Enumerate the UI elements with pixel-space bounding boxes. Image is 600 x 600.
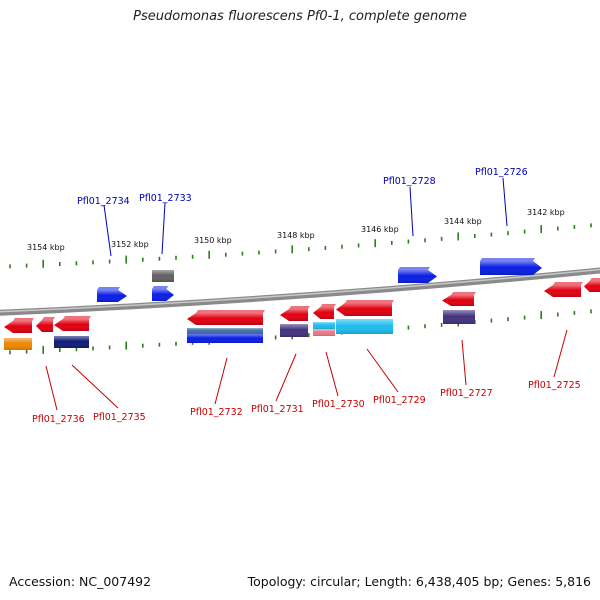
gene-label-forward: Pfl01_2734: [77, 196, 130, 207]
genome-summary-text: Topology: circular; Length: 6,438,405 bp…: [247, 574, 591, 589]
gene-pfl01-2728: [398, 267, 437, 283]
gene-pfl01-2730: [313, 329, 335, 336]
callout-line-forward: [103, 204, 112, 257]
callout-line-reverse: [553, 329, 568, 378]
gene-red-2727: [442, 292, 476, 306]
gene-red-2729: [336, 300, 394, 316]
gene-pfl01-2734: [97, 287, 127, 302]
callout-line-reverse: [461, 339, 467, 386]
gene-pfl01-2736: [4, 338, 32, 350]
scale-label: 3144 kbp: [444, 217, 482, 226]
gene-label-reverse: Pfl01_2730: [312, 399, 365, 410]
gene-label-reverse: Pfl01_2732: [190, 407, 243, 418]
gene-cyan-small: [313, 322, 335, 329]
callout-line-forward: [409, 186, 414, 237]
callout-line-reverse: [214, 357, 228, 405]
scale-label: 3148 kbp: [277, 231, 315, 240]
callout-line-reverse: [45, 365, 58, 411]
gene-pfl01-2733: [152, 286, 174, 301]
gene-red-left-1: [4, 318, 34, 333]
callout-line-reverse: [71, 364, 119, 409]
gene-label-reverse: Pfl01_2727: [440, 388, 493, 399]
genome-backbone: [0, 267, 600, 316]
gene-red-2730: [313, 304, 336, 319]
gene-label-reverse: Pfl01_2735: [93, 412, 146, 423]
callout-line-forward: [161, 202, 166, 255]
gene-pfl01-2731: [280, 324, 308, 337]
gene-label-forward: Pfl01_2733: [139, 193, 192, 204]
gene-label-forward: Pfl01_2726: [475, 167, 528, 178]
callout-line-reverse: [366, 348, 399, 393]
gene-label-reverse: Pfl01_2729: [373, 395, 426, 406]
gene-red-left-3: [54, 316, 91, 331]
gene-pfl01-2725: [544, 282, 583, 297]
gene-pfl01-2735: [54, 336, 89, 348]
gene-red-mid: [187, 310, 265, 325]
gene-gray-block: [152, 270, 174, 282]
gene-pfl01-2732: [187, 334, 263, 343]
gene-red-2731: [280, 306, 310, 321]
gene-red-edge: [584, 278, 600, 292]
gene-pfl01-2726: [480, 258, 542, 275]
scale-label: 3152 kbp: [111, 240, 149, 249]
scale-label: 3150 kbp: [194, 236, 232, 245]
gene-label-reverse: Pfl01_2725: [528, 380, 581, 391]
gene-label-reverse: Pfl01_2736: [32, 414, 85, 425]
gene-pfl01-2729: [336, 319, 393, 334]
callout-line-forward: [502, 177, 508, 227]
scale-label: 3154 kbp: [27, 243, 65, 252]
accession-text: Accession: NC_007492: [9, 574, 152, 589]
scale-label: 3146 kbp: [361, 225, 399, 234]
gene-label-forward: Pfl01_2728: [383, 176, 436, 187]
gene-steel-strip: [187, 328, 263, 334]
scale-label: 3142 kbp: [527, 208, 565, 217]
gene-red-left-2: [36, 317, 55, 332]
gene-pfl01-2727: [443, 310, 475, 324]
gene-label-reverse: Pfl01_2731: [251, 404, 304, 415]
map-title: Pseudomonas fluorescens Pf0-1, complete …: [133, 9, 467, 24]
callout-line-reverse: [325, 351, 339, 397]
callout-line-reverse: [275, 353, 297, 402]
